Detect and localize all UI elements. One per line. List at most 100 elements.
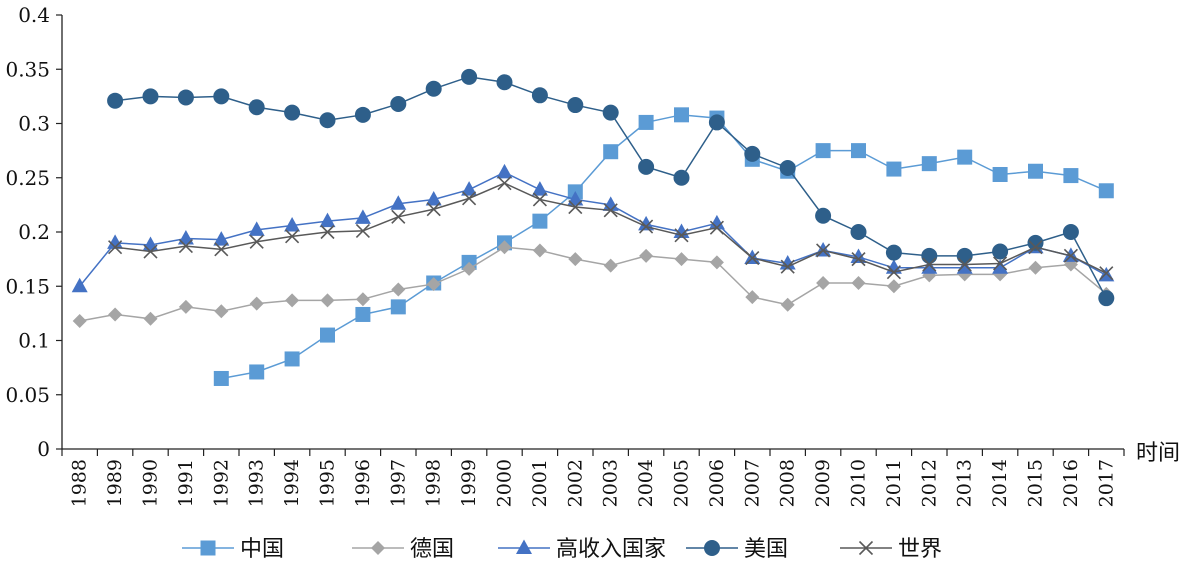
data-point-marker xyxy=(780,259,795,274)
y-tick-label: 0.15 xyxy=(5,274,50,298)
data-point-marker xyxy=(371,541,385,555)
data-point-marker xyxy=(1063,248,1078,263)
x-tick-label: 1990 xyxy=(140,459,162,507)
data-point-marker xyxy=(249,296,264,311)
x-marker-stroke xyxy=(745,250,760,266)
x-tick-label: 2017 xyxy=(1095,459,1117,507)
x-marker-stroke xyxy=(603,203,618,218)
data-point-marker xyxy=(425,80,442,97)
data-point-marker xyxy=(886,161,902,177)
data-point-marker xyxy=(354,209,371,224)
data-point-marker xyxy=(639,219,654,234)
x-marker-stroke xyxy=(639,219,654,234)
data-point-marker xyxy=(816,243,831,258)
data-point-marker xyxy=(248,99,265,116)
x-tick-label: 2005 xyxy=(671,459,693,507)
x-marker-stroke xyxy=(285,229,300,244)
x-axis-unit-label: 时间 xyxy=(1136,441,1180,466)
data-point-marker xyxy=(567,97,584,114)
x-marker-stroke xyxy=(462,191,477,206)
data-point-marker xyxy=(390,299,406,315)
data-point-marker xyxy=(143,244,158,259)
data-point-marker xyxy=(462,261,477,276)
x-tick-label: 2007 xyxy=(741,459,763,507)
data-point-marker xyxy=(957,149,973,165)
data-point-marker xyxy=(921,156,937,172)
data-point-marker xyxy=(72,313,87,328)
data-point-marker xyxy=(602,104,619,121)
data-point-marker xyxy=(532,213,548,229)
data-point-marker xyxy=(71,277,88,293)
x-tick-label: 2013 xyxy=(954,459,976,507)
data-point-marker xyxy=(177,89,194,106)
x-tick-label: 2014 xyxy=(989,459,1011,507)
data-point-marker xyxy=(567,190,584,206)
data-point-marker xyxy=(922,257,937,272)
data-point-marker xyxy=(108,240,123,255)
data-point-marker xyxy=(177,230,194,245)
legend-label: 世界 xyxy=(898,537,942,562)
x-marker-stroke xyxy=(858,540,874,556)
data-point-marker xyxy=(708,114,725,131)
data-point-marker xyxy=(921,247,938,264)
legend-item: 世界 xyxy=(840,537,942,562)
data-point-marker xyxy=(142,88,159,105)
x-tick-label: 2004 xyxy=(635,459,657,507)
x-marker-stroke xyxy=(108,240,123,255)
data-point-marker xyxy=(780,297,795,312)
x-marker-stroke xyxy=(816,243,831,258)
x-marker-stroke xyxy=(355,223,370,238)
data-point-marker xyxy=(568,199,583,215)
data-point-marker xyxy=(886,279,901,294)
legend-label: 中国 xyxy=(240,537,284,562)
x-tick-label: 1989 xyxy=(104,459,126,507)
y-tick-label: 0 xyxy=(37,437,50,461)
data-point-marker xyxy=(284,104,301,121)
x-marker-stroke xyxy=(1028,240,1043,255)
data-point-marker xyxy=(213,231,230,246)
data-point-marker xyxy=(285,293,300,308)
data-point-marker xyxy=(885,244,902,261)
x-marker-stroke xyxy=(851,252,866,267)
data-point-marker xyxy=(320,293,335,308)
data-point-marker xyxy=(461,181,478,196)
data-point-marker xyxy=(496,74,513,91)
y-tick-label: 0.3 xyxy=(18,112,50,136)
data-point-marker xyxy=(638,158,655,175)
data-point-marker xyxy=(462,191,477,206)
data-point-marker xyxy=(461,68,478,85)
data-point-marker xyxy=(1028,163,1043,179)
data-point-marker xyxy=(992,166,1008,182)
legend-item: 高收入国家 xyxy=(498,537,666,562)
data-point-marker xyxy=(745,250,760,266)
data-point-marker xyxy=(1099,266,1114,281)
data-point-marker xyxy=(1098,290,1115,307)
x-tick-label: 2009 xyxy=(812,459,834,507)
x-tick-label: 1991 xyxy=(175,459,197,507)
data-point-marker xyxy=(426,277,441,292)
y-tick-label: 0.35 xyxy=(5,57,50,81)
data-point-marker xyxy=(532,192,547,207)
data-point-marker xyxy=(850,224,867,240)
x-marker-stroke xyxy=(709,220,724,235)
x-tick-label: 1996 xyxy=(352,459,374,507)
x-marker-stroke xyxy=(922,257,937,272)
data-point-marker xyxy=(532,243,547,258)
y-tick-label: 0.2 xyxy=(18,220,50,244)
data-point-marker xyxy=(143,311,158,326)
data-point-marker xyxy=(531,181,548,196)
series-line xyxy=(79,171,1107,287)
data-point-marker xyxy=(886,265,901,280)
x-marker-stroke xyxy=(426,202,441,217)
x-tick-label: 2008 xyxy=(777,459,799,507)
legend-label: 德国 xyxy=(410,537,454,562)
data-point-marker xyxy=(708,214,725,230)
x-tick-label: 1993 xyxy=(246,459,268,507)
x-tick-label: 2016 xyxy=(1060,459,1082,507)
data-point-marker xyxy=(355,306,371,322)
y-axis-ticks: 0 0.05 0.1 0.15 0.2 0.25 0.3 0.35 0.4 xyxy=(5,3,62,461)
data-point-marker xyxy=(107,92,124,109)
x-tick-label: 1992 xyxy=(210,459,232,507)
